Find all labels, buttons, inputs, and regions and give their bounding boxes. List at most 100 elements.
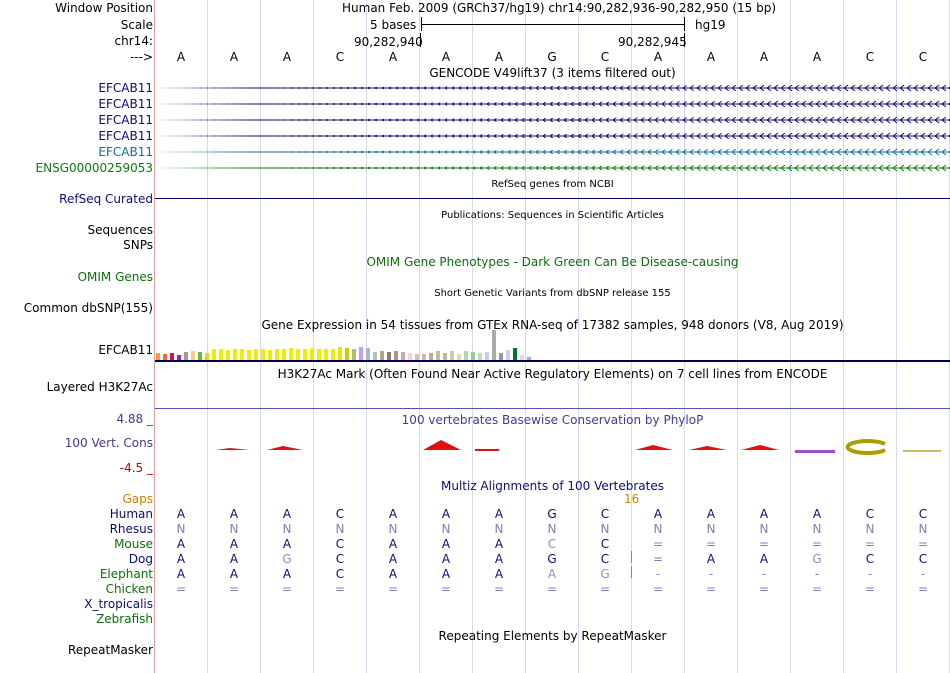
gencode-item-label[interactable]: EFCAB11: [98, 81, 153, 95]
gtex-gene-label[interactable]: EFCAB11: [98, 343, 153, 357]
gtex-tissue-bar[interactable]: [170, 353, 174, 360]
gtex-tissue-bar[interactable]: [338, 347, 342, 360]
gtex-tissue-bar[interactable]: [366, 348, 370, 360]
cons-label[interactable]: 100 Vert. Cons: [64, 436, 153, 450]
gtex-tissue-bar[interactable]: [394, 351, 398, 360]
gtex-tissue-bar[interactable]: [233, 349, 237, 360]
h3k27ac-label[interactable]: Layered H3K27Ac: [46, 380, 153, 394]
gencode-transcript-line[interactable]: [155, 148, 950, 156]
gtex-tissue-bar[interactable]: [184, 352, 188, 360]
gtex-tissue-bar[interactable]: [324, 349, 328, 360]
gtex-tissue-bar[interactable]: [247, 350, 251, 360]
gtex-tissue-bar[interactable]: [359, 347, 363, 360]
gtex-tissue-bar[interactable]: [457, 354, 461, 360]
phylop-track-title[interactable]: 100 vertebrates Basewise Conservation by…: [401, 413, 704, 427]
gtex-tissue-bar[interactable]: [380, 351, 384, 360]
gtex-tissue-bar[interactable]: [527, 357, 531, 360]
gtex-tissue-bar[interactable]: [520, 355, 524, 360]
gtex-tissue-bar[interactable]: [331, 349, 335, 360]
gtex-tissue-bar[interactable]: [443, 353, 447, 360]
species-label-dog[interactable]: Dog: [128, 552, 153, 566]
gencode-transcript-line[interactable]: [155, 100, 950, 108]
gencode-transcript-line[interactable]: [155, 84, 950, 92]
repeatmasker-label[interactable]: RepeatMasker: [67, 643, 153, 657]
gtex-tissue-bar[interactable]: [387, 352, 391, 360]
gtex-tissue-bar[interactable]: [464, 351, 468, 360]
gtex-tissue-bar[interactable]: [429, 353, 433, 360]
gtex-tissue-bar[interactable]: [177, 355, 181, 360]
gtex-tissue-bar[interactable]: [499, 353, 503, 360]
human-base: A: [759, 507, 769, 521]
dbsnp-label[interactable]: Common dbSNP(155): [23, 301, 153, 315]
gencode-item-label[interactable]: EFCAB11: [98, 145, 153, 159]
gtex-tissue-bar[interactable]: [226, 350, 230, 360]
species-label-x_tropicalis[interactable]: X_tropicalis: [84, 597, 153, 611]
phylop-logo[interactable]: [155, 430, 950, 460]
gtex-tissue-bar[interactable]: [485, 352, 489, 360]
sequences-label[interactable]: Sequences: [87, 223, 153, 237]
gtex-tissue-bar[interactable]: [450, 351, 454, 360]
refseq-gene-line[interactable]: [155, 198, 950, 199]
gtex-tissue-bar[interactable]: [506, 350, 510, 360]
gtex-tissue-bar[interactable]: [415, 354, 419, 360]
gencode-transcript-line[interactable]: [155, 116, 950, 124]
gtex-tissue-bar[interactable]: [513, 348, 517, 360]
gtex-tissue-bar[interactable]: [478, 353, 482, 360]
gtex-tissue-bar[interactable]: [219, 349, 223, 360]
snps-label[interactable]: SNPs: [123, 238, 153, 252]
gtex-tissue-bar[interactable]: [492, 330, 496, 360]
gencode-item-label[interactable]: EFCAB11: [98, 129, 153, 143]
gtex-tissue-bar[interactable]: [240, 349, 244, 360]
gtex-tissue-bar[interactable]: [198, 352, 202, 360]
refseq-track-title[interactable]: RefSeq genes from NCBI: [491, 179, 614, 190]
gtex-tissue-bar[interactable]: [345, 348, 349, 360]
gtex-tissue-bar[interactable]: [408, 353, 412, 360]
gtex-tissue-bar[interactable]: [268, 350, 272, 360]
species-label-mouse[interactable]: Mouse: [114, 537, 153, 551]
multiz-track-title[interactable]: Multiz Alignments of 100 Vertebrates: [440, 479, 665, 493]
gencode-transcript-line[interactable]: [155, 164, 950, 172]
gencode-transcript-line[interactable]: [155, 132, 950, 140]
gtex-tissue-bar[interactable]: [205, 353, 209, 360]
gtex-tissue-bar[interactable]: [310, 348, 314, 360]
gtex-tissue-bar[interactable]: [254, 349, 258, 360]
dbsnp-track-title[interactable]: Short Genetic Variants from dbSNP releas…: [434, 288, 671, 299]
species-label-human[interactable]: Human: [109, 507, 153, 521]
gap-count[interactable]: 16: [624, 492, 640, 506]
gtex-tissue-bar[interactable]: [191, 351, 195, 360]
gtex-tissue-bar[interactable]: [296, 349, 300, 360]
gtex-tissue-bar[interactable]: [422, 354, 426, 360]
gtex-tissue-bar[interactable]: [373, 352, 377, 360]
dog-base: A: [229, 552, 239, 566]
refseq-label[interactable]: RefSeq Curated: [59, 192, 153, 206]
gtex-tissue-bar[interactable]: [401, 352, 405, 360]
gtex-tissue-bar[interactable]: [317, 349, 321, 360]
gtex-tissue-bar[interactable]: [275, 349, 279, 360]
h3k27ac-track-title[interactable]: H3K27Ac Mark (Often Found Near Active Re…: [277, 367, 828, 381]
gtex-expression-bars[interactable]: [156, 330, 536, 360]
gtex-tissue-bar[interactable]: [282, 349, 286, 360]
gtex-tissue-bar[interactable]: [352, 349, 356, 360]
species-label-rhesus[interactable]: Rhesus: [109, 522, 153, 536]
gtex-tissue-bar[interactable]: [303, 349, 307, 360]
species-label-elephant[interactable]: Elephant: [99, 567, 153, 581]
omim-label[interactable]: OMIM Genes: [77, 270, 153, 284]
omim-track-title[interactable]: OMIM Gene Phenotypes - Dark Green Can Be…: [366, 255, 739, 269]
gtex-tissue-bar[interactable]: [436, 351, 440, 360]
repeatmasker-track-title[interactable]: Repeating Elements by RepeatMasker: [438, 629, 667, 643]
species-label-chicken[interactable]: Chicken: [105, 582, 153, 596]
publications-track-title[interactable]: Publications: Sequences in Scientific Ar…: [441, 210, 664, 221]
gencode-track-title[interactable]: GENCODE V49lift37 (3 items filtered out): [429, 66, 676, 80]
gtex-tissue-bar[interactable]: [261, 349, 265, 360]
gtex-tissue-bar[interactable]: [289, 348, 293, 360]
gaps-label[interactable]: Gaps: [122, 492, 153, 506]
gtex-tissue-bar[interactable]: [212, 349, 216, 360]
gencode-item-label[interactable]: EFCAB11: [98, 113, 153, 127]
gencode-item-label[interactable]: EFCAB11: [98, 97, 153, 111]
gtex-tissue-bar[interactable]: [471, 352, 475, 360]
gtex-tissue-bar[interactable]: [156, 353, 160, 360]
gtex-tissue-bar[interactable]: [163, 354, 167, 360]
gencode-item-label[interactable]: ENSG00000259053: [35, 161, 153, 175]
gtex-track-title[interactable]: Gene Expression in 54 tissues from GTEx …: [261, 318, 844, 332]
species-label-zebrafish[interactable]: Zebrafish: [96, 612, 153, 626]
